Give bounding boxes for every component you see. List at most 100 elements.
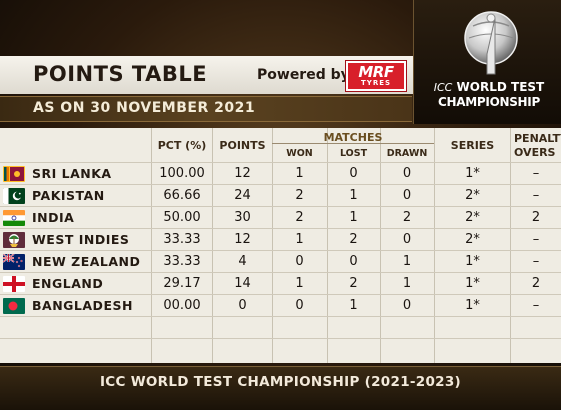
sponsor-logo: MRF TYRES xyxy=(346,61,406,91)
header-points: POINTS xyxy=(219,139,266,152)
header-series: SERIES xyxy=(450,139,495,152)
row-divider xyxy=(0,184,561,185)
team-name: INDIA xyxy=(32,210,75,225)
row-divider xyxy=(0,338,561,339)
team-name: ENGLAND xyxy=(32,276,104,291)
table-row: INDIA 50.00 30 2 1 2 2* 2 xyxy=(0,207,561,229)
header-won: WON xyxy=(286,148,313,159)
series-value: 2* xyxy=(465,210,480,225)
table-row: PAKISTAN 66.66 24 2 1 0 2* – xyxy=(0,185,561,207)
team-name: WEST INDIES xyxy=(32,232,130,247)
lost-value: 1 xyxy=(349,298,358,313)
points-value: 12 xyxy=(234,166,251,181)
header-drawn: DRAWN xyxy=(386,148,428,159)
penalty-value: – xyxy=(532,188,540,203)
won-value: 1 xyxy=(295,166,304,181)
pakistan-flag xyxy=(3,188,25,204)
column-divider xyxy=(434,128,435,363)
lost-value: 0 xyxy=(349,254,358,269)
header-matches: MATCHES xyxy=(323,131,383,144)
points-value: 14 xyxy=(234,276,251,291)
table-row: NEW ZEALAND 33.33 4 0 0 1 1* – xyxy=(0,251,561,273)
pct-value: 00.00 xyxy=(163,298,201,313)
row-divider xyxy=(0,272,561,273)
series-value: 2* xyxy=(465,232,480,247)
points-value: 12 xyxy=(234,232,251,247)
series-value: 1* xyxy=(465,166,480,181)
won-value: 2 xyxy=(295,210,304,225)
pct-value: 100.00 xyxy=(159,166,205,181)
row-divider xyxy=(0,162,561,163)
drawn-value: 1 xyxy=(402,254,412,269)
table-row: BANGLADESH 00.00 0 0 1 0 1* – xyxy=(0,295,561,317)
points-table xyxy=(0,128,561,363)
sponsor-name: MRF xyxy=(358,63,394,81)
logo-icc: ICC xyxy=(433,81,453,94)
team-name: SRI LANKA xyxy=(32,166,112,181)
team-name: PAKISTAN xyxy=(32,188,105,203)
header-penalty: PENALTY xyxy=(514,132,561,145)
points-value: 30 xyxy=(234,210,251,225)
page-title: POINTS TABLE xyxy=(33,62,208,86)
lost-value: 2 xyxy=(349,232,358,247)
lost-value: 0 xyxy=(349,166,358,181)
header-pct: PCT (%) xyxy=(157,139,207,152)
header-overs: OVERS xyxy=(514,146,556,159)
header-lost: LOST xyxy=(339,148,368,159)
drawn-value: 0 xyxy=(402,166,412,181)
penalty-value: – xyxy=(532,298,540,313)
matches-underline xyxy=(272,143,434,144)
won-value: 0 xyxy=(295,298,304,313)
drawn-value: 0 xyxy=(402,188,412,203)
row-divider xyxy=(0,250,561,251)
powered-by-label: Powered by xyxy=(257,67,350,83)
west-indies-flag xyxy=(3,232,25,248)
drawn-value: 0 xyxy=(402,298,412,313)
points-value: 0 xyxy=(238,298,247,313)
won-value: 1 xyxy=(295,232,304,247)
lost-value: 2 xyxy=(349,276,358,291)
india-flag xyxy=(3,210,25,226)
lost-value: 1 xyxy=(349,188,358,203)
penalty-value: 2 xyxy=(531,210,541,225)
series-value: 2* xyxy=(465,188,480,203)
logo-title-line1: ICC WORLD TEST xyxy=(424,80,554,94)
column-divider xyxy=(151,128,152,363)
won-value: 2 xyxy=(295,188,304,203)
drawn-value: 2 xyxy=(402,210,412,225)
trophy-mace-icon xyxy=(464,11,518,75)
team-name: BANGLADESH xyxy=(32,298,133,313)
column-divider xyxy=(272,128,273,363)
table-row: ENGLAND 29.17 14 1 2 1 1* 2 xyxy=(0,273,561,295)
won-value: 1 xyxy=(295,276,304,291)
row-divider xyxy=(0,206,561,207)
pct-value: 66.66 xyxy=(163,188,201,203)
new-zealand-flag xyxy=(3,254,25,270)
england-flag xyxy=(3,276,25,292)
drawn-value: 1 xyxy=(402,276,412,291)
table-row: SRI LANKA 100.00 12 1 0 0 1* – xyxy=(0,163,561,185)
bangladesh-flag xyxy=(3,298,25,314)
sponsor-subtitle: TYRES xyxy=(360,79,392,87)
lost-value: 1 xyxy=(349,210,358,225)
footer-band xyxy=(0,366,561,410)
points-value: 24 xyxy=(234,188,251,203)
footer-title: ICC WORLD TEST CHAMPIONSHIP (2021-2023) xyxy=(99,374,462,390)
as-on-date: AS ON 30 NOVEMBER 2021 xyxy=(33,100,256,116)
won-value: 0 xyxy=(295,254,304,269)
pct-value: 29.17 xyxy=(163,276,201,291)
penalty-value: – xyxy=(532,254,540,269)
pct-value: 33.33 xyxy=(163,232,201,247)
row-divider xyxy=(0,316,561,317)
logo-title-line2: CHAMPIONSHIP xyxy=(438,95,540,109)
date-band xyxy=(0,96,412,122)
pct-value: 33.33 xyxy=(163,254,201,269)
penalty-value: – xyxy=(532,232,540,247)
drawn-value: 0 xyxy=(402,232,412,247)
row-divider xyxy=(0,228,561,229)
table-row: WEST INDIES 33.33 12 1 2 0 2* – xyxy=(0,229,561,251)
team-name: NEW ZEALAND xyxy=(32,254,141,269)
column-divider xyxy=(380,128,381,363)
column-divider xyxy=(327,128,328,363)
sri-lanka-flag xyxy=(3,166,25,182)
